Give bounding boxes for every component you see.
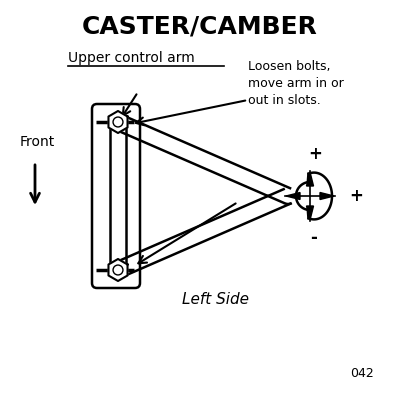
Text: Loosen bolts,
move arm in or
out in slots.: Loosen bolts, move arm in or out in slot…: [248, 60, 344, 107]
Polygon shape: [306, 206, 314, 220]
Text: -: -: [310, 229, 318, 247]
Text: Front: Front: [20, 135, 55, 149]
Polygon shape: [320, 192, 334, 200]
Text: +: +: [308, 145, 322, 163]
Text: CASTER/CAMBER: CASTER/CAMBER: [82, 15, 318, 39]
Polygon shape: [306, 172, 314, 186]
Text: Left Side: Left Side: [182, 292, 248, 307]
Text: Upper control arm: Upper control arm: [68, 51, 195, 65]
Text: -: -: [264, 187, 272, 205]
Polygon shape: [108, 111, 128, 133]
Polygon shape: [286, 192, 300, 200]
Text: +: +: [349, 187, 363, 205]
Polygon shape: [108, 259, 128, 281]
Text: 042: 042: [350, 367, 374, 380]
